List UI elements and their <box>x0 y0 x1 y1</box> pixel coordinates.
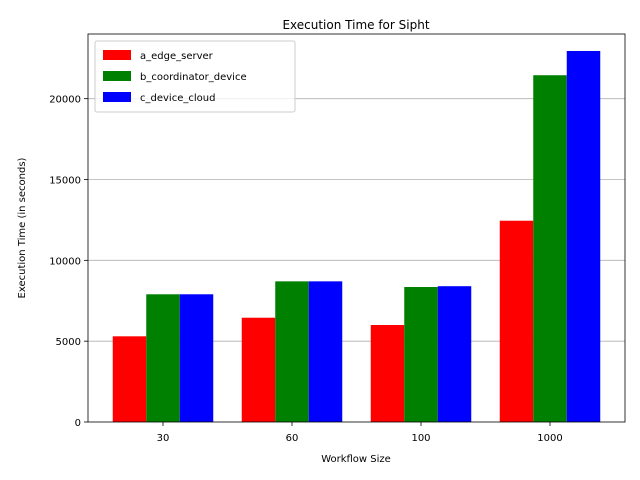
x-tick-label: 1000 <box>537 433 562 444</box>
legend-swatch <box>103 92 131 102</box>
y-tick-label: 5000 <box>56 337 81 348</box>
bar-a_edge_server-30 <box>112 336 147 422</box>
bar-b_coordinator_device-60 <box>275 281 309 422</box>
bar-a_edge_server-1000 <box>499 220 534 422</box>
bar-c_device_cloud-30 <box>179 294 214 422</box>
y-axis-ticks: 0 5000 10000 15000 20000 <box>49 95 88 429</box>
x-tick-label: 30 <box>157 433 170 444</box>
y-tick-label: 20000 <box>49 95 81 106</box>
y-axis-label: Execution Time (in seconds) <box>17 157 28 298</box>
x-tick-label: 100 <box>411 433 430 444</box>
legend-swatch <box>103 50 131 60</box>
bar-b_coordinator_device-100 <box>404 287 438 422</box>
plot-frame <box>87 33 626 423</box>
legend-swatch <box>103 71 131 81</box>
y-tick-label: 10000 <box>49 256 81 267</box>
bar-b_coordinator_device-30 <box>146 294 180 422</box>
bar-c_device_cloud-100 <box>437 286 472 422</box>
legend-box <box>94 40 296 113</box>
x-tick-label: 60 <box>286 433 299 444</box>
bar-c_device_cloud-60 <box>308 281 343 422</box>
legend-label: a_edge_server <box>140 51 214 62</box>
bar-c_device_cloud-1000 <box>566 50 601 422</box>
legend: a_edge_server b_coordinator_device c_devic… <box>94 40 296 113</box>
bar-a_edge_server-100 <box>370 325 405 422</box>
bar-b_coordinator_device-1000 <box>533 75 567 422</box>
x-axis-label: Workflow Size <box>321 454 391 465</box>
legend-label: b_coordinator_device <box>140 72 247 83</box>
bars-group <box>112 50 601 422</box>
bar-a_edge_server-60 <box>241 317 276 422</box>
x-axis-ticks: 30 60 100 1000 <box>157 422 563 444</box>
y-tick-label: 0 <box>75 418 81 429</box>
legend-label: c_device_cloud <box>140 93 215 104</box>
y-tick-label: 15000 <box>49 176 81 187</box>
chart-title: Execution Time for Sipht <box>282 18 429 32</box>
